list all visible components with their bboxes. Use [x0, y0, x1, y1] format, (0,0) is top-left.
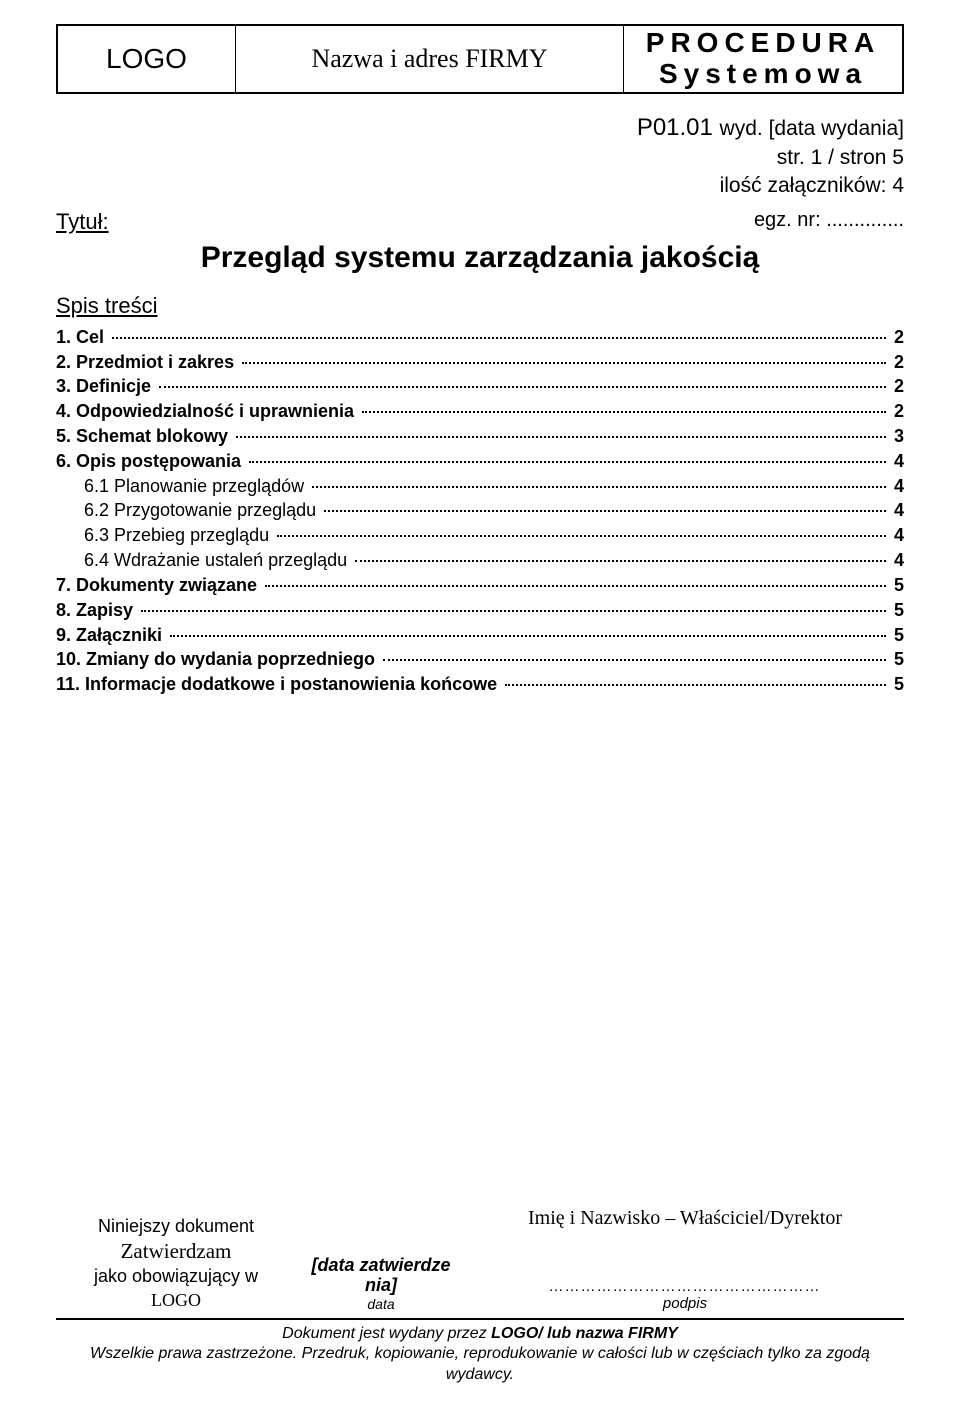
- signature-caption: podpis: [466, 1295, 904, 1312]
- toc-page: 5: [890, 623, 904, 648]
- toc-page: 4: [890, 474, 904, 499]
- meta-wyd-label: wyd.: [720, 117, 769, 140]
- toc-label: 6. Opis postępowania: [56, 449, 245, 474]
- toc-row: 6.3 Przebieg przeglądu 4: [56, 523, 904, 548]
- toc-label: 8. Zapisy: [56, 598, 137, 623]
- toc-row: 6.2 Przygotowanie przeglądu 4: [56, 498, 904, 523]
- toc-label: 6.3 Przebieg przeglądu: [84, 523, 273, 548]
- header-procedura: PROCEDURA: [646, 28, 880, 59]
- main-title: Przegląd systemu zarządzania jakością: [56, 241, 904, 275]
- toc-leader: [159, 386, 886, 388]
- header-company-text: Nazwa i adres FIRMY: [311, 44, 547, 74]
- toc-leader: [355, 560, 886, 562]
- meta-doc-no-line: P01.01 wyd. [data wydania]: [56, 112, 904, 144]
- toc-row: 11. Informacje dodatkowe i postanowienia…: [56, 672, 904, 697]
- toc-page: 5: [890, 598, 904, 623]
- toc-leader: [383, 659, 886, 661]
- toc-page: 2: [890, 350, 904, 375]
- toc-label: 6.4 Wdrażanie ustaleń przeglądu: [84, 548, 351, 573]
- header-logo-text: LOGO: [106, 43, 187, 75]
- toc-leader: [242, 362, 886, 364]
- toc-leader: [236, 436, 886, 438]
- approval-left-line1: Niniejszy dokument: [56, 1215, 296, 1238]
- toc-label: 9. Załączniki: [56, 623, 166, 648]
- toc-label: 10. Zmiany do wydania poprzedniego: [56, 647, 379, 672]
- approval-name: Imię i Nazwisko – Właściciel/Dyrektor: [466, 1207, 904, 1230]
- toc-leader: [277, 535, 886, 537]
- meta-doc-no: P01.01: [637, 114, 720, 141]
- meta-page-line: str. 1 / stron 5: [56, 144, 904, 172]
- label-spis-tresci: Spis treści: [56, 293, 904, 319]
- toc-row: 6.4 Wdrażanie ustaleń przeglądu 4: [56, 548, 904, 573]
- toc-page: 2: [890, 399, 904, 424]
- signature-line: ……………………………………………: [466, 1278, 904, 1295]
- toc-row: 6.1 Planowanie przeglądów 4: [56, 474, 904, 499]
- toc-page: 4: [890, 498, 904, 523]
- toc-row: 4. Odpowiedzialność i uprawnienia 2: [56, 399, 904, 424]
- footer-line2: Wszelkie prawa zastrzeżone. Przedruk, ko…: [56, 1344, 904, 1386]
- toc-leader: [170, 635, 886, 637]
- toc-row: 5. Schemat blokowy 3: [56, 424, 904, 449]
- toc-label: 11. Informacje dodatkowe i postanowienia…: [56, 672, 501, 697]
- toc-page: 4: [890, 449, 904, 474]
- toc-page: 4: [890, 523, 904, 548]
- toc-leader: [265, 585, 886, 587]
- approval-date-placeholder: [data zatwierdze nia]: [296, 1255, 466, 1296]
- header-systemowa: Systemowa: [659, 59, 867, 90]
- toc-label: 4. Odpowiedzialność i uprawnienia: [56, 399, 358, 424]
- toc-page: 5: [890, 647, 904, 672]
- toc-leader: [505, 684, 886, 686]
- toc-row: 9. Załączniki 5: [56, 623, 904, 648]
- title-row: egz. nr: .............. Tytuł:: [56, 209, 904, 235]
- toc-leader: [324, 510, 886, 512]
- meta-attachments-line: ilość załączników: 4: [56, 172, 904, 200]
- approval-left-line4: LOGO: [56, 1289, 296, 1312]
- document-meta: P01.01 wyd. [data wydania] str. 1 / stro…: [56, 112, 904, 201]
- toc-page: 2: [890, 325, 904, 350]
- document-page: LOGO Nazwa i adres FIRMY PROCEDURA Syste…: [0, 0, 960, 1422]
- header-right-cell: PROCEDURA Systemowa: [623, 24, 904, 94]
- meta-wyd-value: [data wydania]: [769, 117, 904, 140]
- toc-label: 2. Przedmiot i zakres: [56, 350, 238, 375]
- header-logo-cell: LOGO: [56, 24, 236, 94]
- header-company-cell: Nazwa i adres FIRMY: [236, 24, 623, 94]
- footer-line1: Dokument jest wydany przez LOGO/ lub naz…: [56, 1324, 904, 1345]
- footer-disclaimer: Dokument jest wydany przez LOGO/ lub naz…: [56, 1318, 904, 1386]
- toc-row: 10. Zmiany do wydania poprzedniego 5: [56, 647, 904, 672]
- toc-label: 6.1 Planowanie przeglądów: [84, 474, 308, 499]
- toc-label: 7. Dokumenty związane: [56, 573, 261, 598]
- table-of-contents: 1. Cel22. Przedmiot i zakres23. Definicj…: [56, 325, 904, 697]
- toc-leader: [362, 411, 886, 413]
- toc-label: 1. Cel: [56, 325, 108, 350]
- toc-row: 8. Zapisy 5: [56, 598, 904, 623]
- egz-nr: egz. nr: ..............: [754, 209, 904, 232]
- toc-row: 6. Opis postępowania 4: [56, 449, 904, 474]
- toc-label: 5. Schemat blokowy: [56, 424, 232, 449]
- approval-left: Niniejszy dokument Zatwierdzam jako obow…: [56, 1215, 296, 1312]
- toc-leader: [249, 461, 886, 463]
- toc-row: 2. Przedmiot i zakres 2: [56, 350, 904, 375]
- toc-leader: [312, 486, 886, 488]
- toc-page: 4: [890, 548, 904, 573]
- approval-date-label: data: [296, 1296, 466, 1312]
- header-row: LOGO Nazwa i adres FIRMY PROCEDURA Syste…: [56, 24, 904, 94]
- toc-page: 5: [890, 672, 904, 697]
- toc-page: 2: [890, 374, 904, 399]
- footer-line1-pre: Dokument jest wydany przez: [282, 1325, 491, 1342]
- approval-mid: [data zatwierdze nia] data: [296, 1255, 466, 1312]
- approval-left-line3: jako obowiązujący w: [56, 1265, 296, 1288]
- toc-row: 7. Dokumenty związane 5: [56, 573, 904, 598]
- toc-leader: [112, 337, 886, 339]
- toc-label: 6.2 Przygotowanie przeglądu: [84, 498, 320, 523]
- footer-line1-bold: LOGO/ lub nazwa FIRMY: [491, 1325, 678, 1342]
- toc-page: 5: [890, 573, 904, 598]
- toc-row: 3. Definicje 2: [56, 374, 904, 399]
- approval-left-line2: Zatwierdzam: [56, 1238, 296, 1265]
- approval-block: Niniejszy dokument Zatwierdzam jako obow…: [56, 1207, 904, 1312]
- approval-right: Imię i Nazwisko – Właściciel/Dyrektor ………: [466, 1207, 904, 1312]
- toc-page: 3: [890, 424, 904, 449]
- toc-row: 1. Cel 2: [56, 325, 904, 350]
- toc-leader: [141, 610, 886, 612]
- toc-label: 3. Definicje: [56, 374, 155, 399]
